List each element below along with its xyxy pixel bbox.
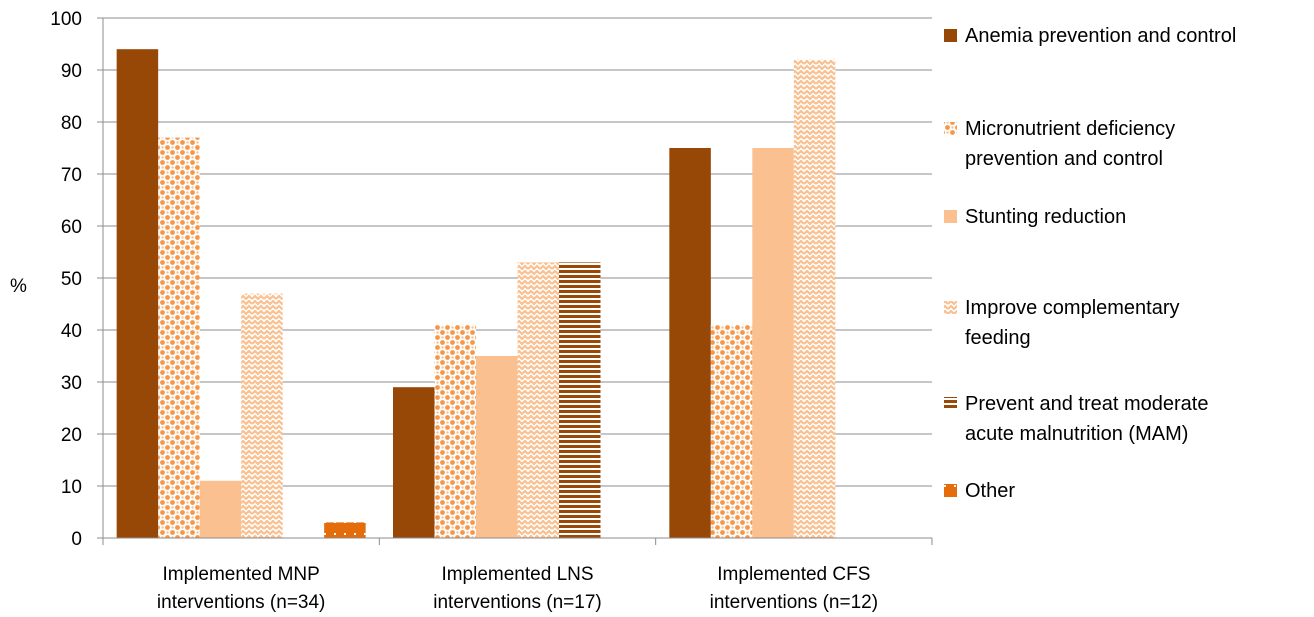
legend-label: Stunting reduction [965, 206, 1126, 228]
category-label: Implemented LNS [441, 564, 593, 585]
bar [669, 148, 711, 538]
bar [476, 356, 518, 538]
y-tick-label: 30 [61, 373, 82, 394]
bar [158, 137, 200, 538]
legend-swatch [944, 122, 957, 135]
legend-label: feeding [965, 327, 1031, 349]
category-label: interventions (n=34) [157, 592, 325, 613]
category-labels: Implemented MNP interventions (n=34) Imple… [157, 564, 878, 613]
bar [241, 293, 283, 538]
category-label: Implemented CFS [717, 564, 870, 585]
y-tick-label: 20 [61, 425, 82, 446]
legend-label: Improve complementary [965, 297, 1180, 319]
legend-label: Prevent and treat moderate [965, 393, 1208, 415]
bar [199, 480, 242, 538]
legend-label: Other [965, 480, 1015, 502]
legend: Anemia prevention and control Micronutrie… [944, 25, 1236, 502]
y-tick-label: 60 [61, 217, 82, 238]
bar [559, 262, 601, 538]
legend-label: Micronutrient deficiency [965, 118, 1175, 140]
category-label: interventions (n=17) [433, 592, 601, 613]
y-tick-labels: 0 10 20 30 40 50 60 70 80 90 100 [50, 9, 82, 550]
bar [710, 324, 753, 538]
legend-swatch [944, 210, 957, 223]
y-tick-label: 70 [61, 165, 82, 186]
axes [97, 17, 933, 545]
y-tick-label: 90 [61, 61, 82, 82]
legend-swatch [944, 397, 957, 410]
legend-swatch [944, 484, 957, 497]
bar [116, 49, 159, 538]
bar [517, 262, 559, 538]
y-tick-label: 80 [61, 113, 82, 134]
y-tick-label: 50 [61, 269, 82, 290]
y-tick-label: 40 [61, 321, 82, 342]
bar [752, 148, 794, 538]
legend-label: Anemia prevention and control [965, 25, 1236, 47]
legend-label: prevention and control [965, 148, 1163, 170]
category-label: interventions (n=12) [710, 592, 878, 613]
bar [434, 324, 476, 538]
y-axis-label: % [10, 276, 27, 297]
bars-group [116, 49, 836, 538]
legend-swatch [944, 29, 957, 42]
y-tick-label: 10 [61, 477, 82, 498]
legend-swatch [944, 301, 957, 314]
y-tick-label: 0 [71, 529, 82, 550]
category-label: Implemented MNP [162, 564, 319, 585]
legend-label: acute malnutrition (MAM) [965, 423, 1188, 445]
bar [393, 387, 435, 538]
bar [324, 522, 366, 538]
bar [793, 59, 836, 538]
y-tick-label: 100 [50, 9, 82, 30]
